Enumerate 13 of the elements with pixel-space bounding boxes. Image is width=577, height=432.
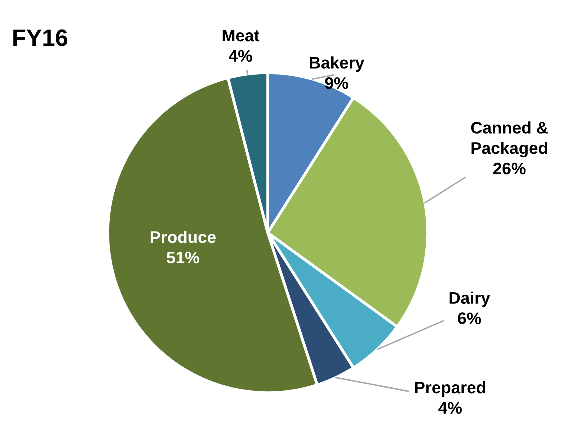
data-label: 4% [229,50,252,62]
slice-label: Produce [150,231,216,244]
data-label: 6% [458,312,482,324]
slice-label: Prepared [415,381,486,397]
chart-title: FY16 [14,30,68,46]
data-label: 4% [438,402,462,414]
slice-label: Dairy [450,292,490,308]
data-label: 26% [494,162,526,175]
slice-label: Meat [222,30,260,42]
slice-label: Canned & Packaged [471,122,548,158]
data-label: 51% [167,252,200,264]
data-label: 9% [325,77,348,90]
slice-label: Bakery [310,56,365,72]
